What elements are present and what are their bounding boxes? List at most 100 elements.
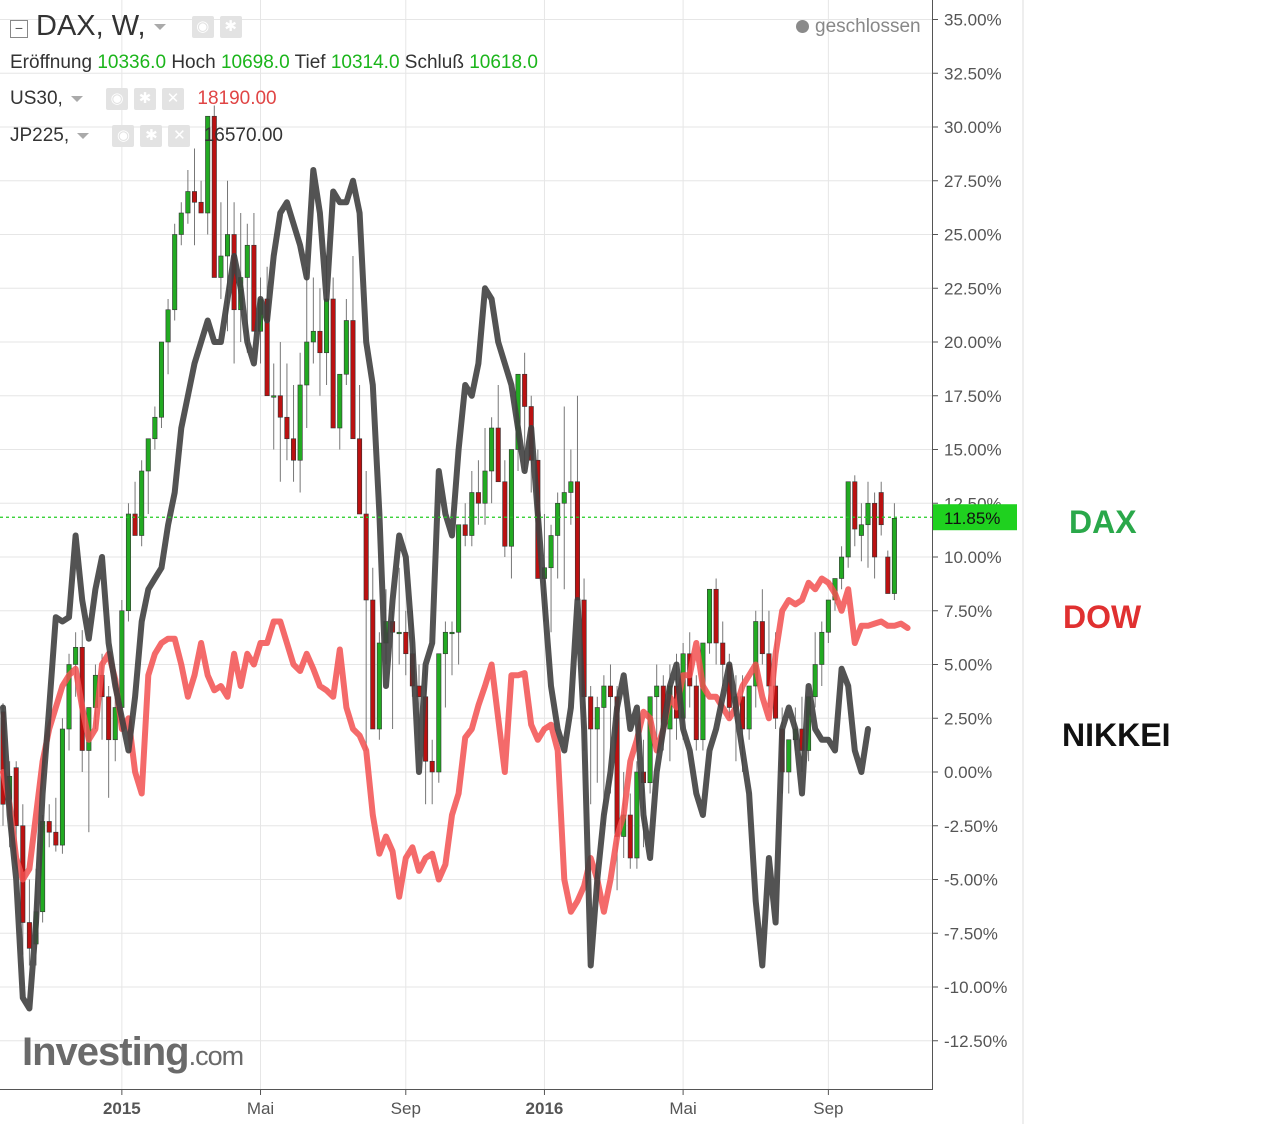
y-tick-label: 32.50%: [944, 64, 1002, 83]
candle-body: [158, 341, 164, 418]
y-tick-label: 35.00%: [944, 11, 1002, 30]
y-tick-label: 22.50%: [944, 279, 1002, 298]
candle-body: [456, 524, 462, 633]
candle-body: [812, 664, 818, 698]
close-icon[interactable]: ✕: [162, 88, 185, 110]
gear-icon[interactable]: ✱: [219, 16, 242, 39]
open-label: Eröffnung: [10, 52, 93, 73]
candle-body: [713, 588, 719, 644]
candle-body: [634, 771, 640, 859]
eye-icon[interactable]: ◉: [191, 16, 214, 39]
x-tick-label: 2015: [103, 1099, 141, 1118]
jp225-value: 16570.00: [203, 125, 283, 147]
close-icon[interactable]: ✕: [168, 125, 191, 147]
candle-body: [145, 438, 151, 472]
status-text: geschlossen: [815, 16, 921, 37]
candle-body: [482, 470, 488, 504]
y-tick-label: 10.00%: [944, 548, 1002, 567]
candle-body: [495, 427, 501, 483]
candle-body: [594, 707, 600, 730]
candle-body: [852, 481, 858, 530]
candle-body: [865, 502, 871, 526]
candle-body: [396, 631, 402, 635]
current-value-text: 11.85%: [944, 509, 1000, 528]
y-tick-label: 30.00%: [944, 118, 1002, 137]
candle-body: [522, 373, 528, 407]
jp225-symbol[interactable]: JP225,: [10, 125, 70, 147]
candle-body: [442, 631, 448, 655]
comparison-row-jp225: JP225, ◉ ✱ ✕ 16570.00: [10, 125, 283, 147]
candle-body: [53, 831, 59, 846]
candle-body: [172, 234, 178, 311]
candle-body: [449, 631, 455, 635]
eye-icon[interactable]: ◉: [112, 125, 135, 147]
candle-body: [297, 384, 303, 461]
candle-body: [350, 320, 356, 440]
status-dot-icon: [796, 20, 809, 33]
symbol-title[interactable]: DAX, W,: [36, 10, 146, 42]
grid: [121, 0, 829, 1089]
candle-body: [244, 244, 250, 278]
y-tick-label: 0.00%: [944, 763, 992, 782]
logo-text: Investing: [22, 1030, 190, 1074]
candle-body: [436, 653, 442, 773]
candle-body: [548, 535, 554, 569]
close-label: Schluß: [404, 52, 464, 73]
logo-suffix: .com: [188, 1041, 245, 1071]
candle-body: [251, 244, 257, 332]
candle-body: [337, 373, 343, 429]
candle-body: [707, 588, 713, 644]
candle-body: [819, 631, 825, 665]
us30-symbol[interactable]: US30,: [10, 88, 63, 110]
candle-body: [462, 524, 468, 536]
open-value: 10336.0: [97, 52, 167, 73]
nikkei-line: [0, 167, 871, 1012]
candle-body: [46, 821, 52, 833]
candle-body: [178, 212, 184, 235]
candle-body: [574, 481, 580, 601]
candle-body: [693, 685, 699, 741]
candle-body: [489, 427, 495, 472]
us30-dropdown-icon[interactable]: [70, 96, 83, 102]
candle-body: [191, 191, 197, 203]
candle-body: [125, 513, 131, 612]
candle-body: [376, 642, 382, 730]
candle-body: [59, 728, 65, 846]
candle-body: [740, 696, 746, 730]
gear-icon[interactable]: ✱: [140, 125, 163, 147]
comparison-lines: [0, 167, 911, 1012]
candle-body: [469, 492, 475, 536]
y-tick-label: -7.50%: [944, 924, 998, 943]
candle-body: [872, 502, 878, 558]
y-axis: 35.00% 32.50% 30.00% 27.50% 25.00% 22.50% 20.0…: [932, 11, 1007, 1051]
candle-body: [429, 760, 435, 773]
candle-body: [304, 341, 310, 386]
candle-body: [607, 685, 613, 698]
current-value-tag: 11.85%: [933, 504, 1017, 531]
jp225-dropdown-icon[interactable]: [77, 133, 90, 139]
candle-body: [211, 115, 217, 278]
eye-icon[interactable]: ◉: [106, 88, 129, 110]
candle-body: [152, 416, 158, 440]
candle-body: [357, 438, 363, 515]
symbol-dropdown-icon[interactable]: [153, 24, 166, 31]
gear-icon[interactable]: ✱: [134, 88, 157, 110]
main-symbol-row: − DAX, W, ◉ ✱: [10, 10, 242, 43]
candle-body: [555, 502, 561, 536]
candle-body: [363, 513, 369, 601]
y-tick-label: -10.00%: [944, 978, 1007, 997]
candle-body: [165, 309, 171, 343]
y-tick-label: 17.50%: [944, 387, 1002, 406]
candle-body: [746, 685, 752, 730]
y-tick-label: 5.00%: [944, 656, 992, 675]
x-tick-label: Sep: [391, 1099, 421, 1118]
candle-body: [205, 115, 211, 214]
y-tick-label: 7.50%: [944, 602, 992, 621]
low-label: Tief: [294, 52, 326, 73]
market-status: geschlossen: [796, 16, 921, 38]
high-value: 10698.0: [220, 52, 290, 73]
x-tick-label: Mai: [247, 1099, 274, 1118]
collapse-icon[interactable]: −: [10, 20, 28, 38]
candle-body: [132, 513, 138, 536]
